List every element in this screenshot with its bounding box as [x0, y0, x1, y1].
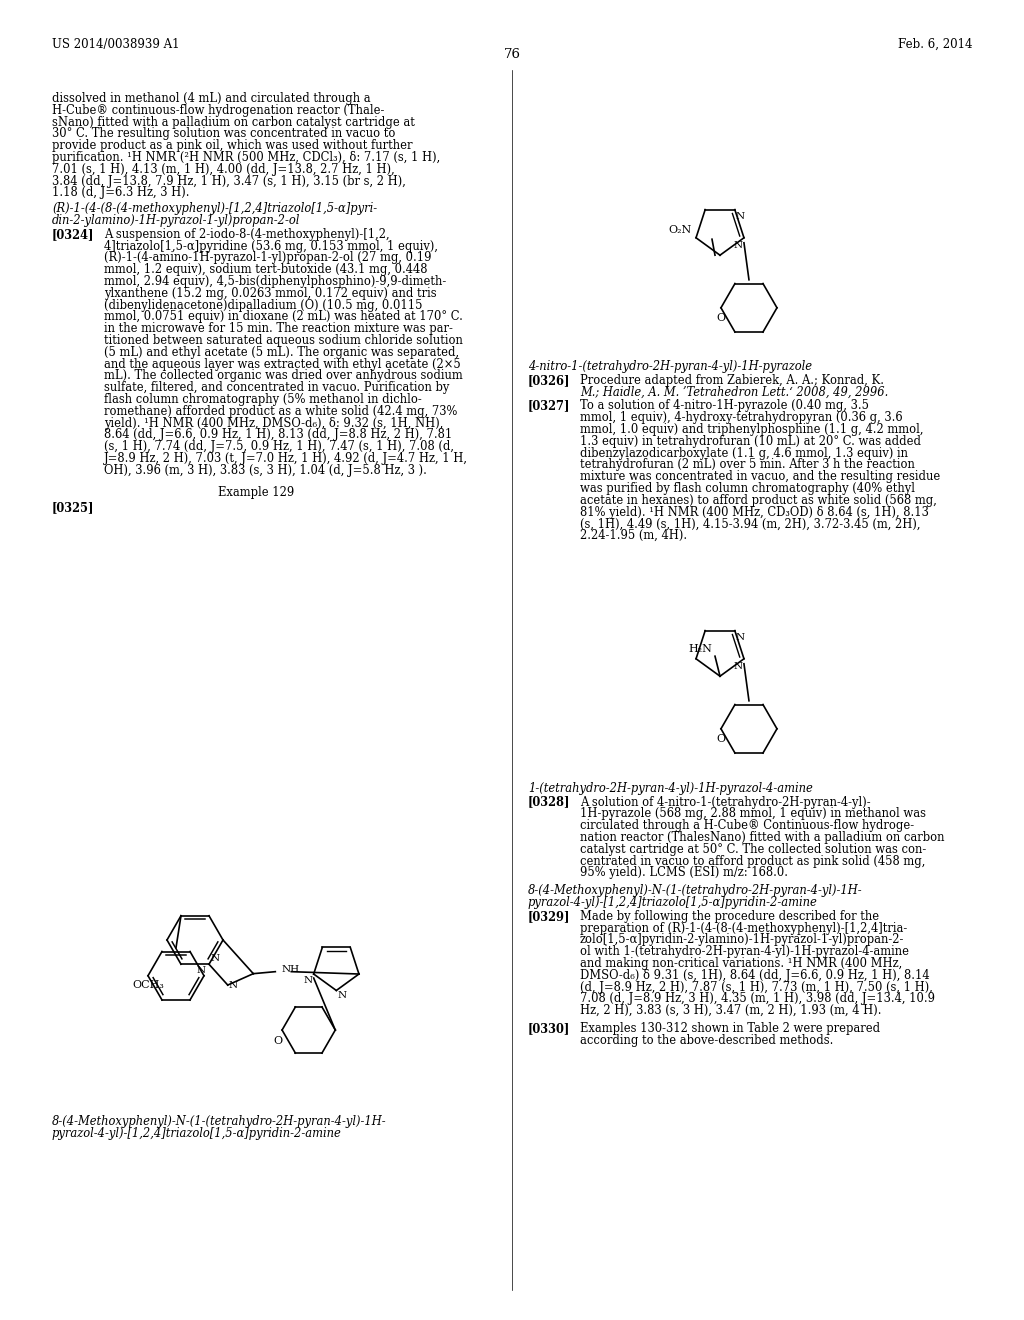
Text: 81% yield). ¹H NMR (400 MHz, CD₃OD) δ 8.64 (s, 1H), 8.13: 81% yield). ¹H NMR (400 MHz, CD₃OD) δ 8.…	[580, 506, 929, 519]
Text: Hz, 2 H), 3.83 (s, 3 H), 3.47 (m, 2 H), 1.93 (m, 4 H).: Hz, 2 H), 3.83 (s, 3 H), 3.47 (m, 2 H), …	[580, 1005, 882, 1018]
Text: (R)-1-(4-amino-1H-pyrazol-1-yl)propan-2-ol (27 mg, 0.19: (R)-1-(4-amino-1H-pyrazol-1-yl)propan-2-…	[104, 251, 431, 264]
Text: [0328]: [0328]	[528, 796, 570, 809]
Text: OH), 3.96 (m, 3 H), 3.83 (s, 3 H), 1.04 (d, J=5.8 Hz, 3 ).: OH), 3.96 (m, 3 H), 3.83 (s, 3 H), 1.04 …	[104, 463, 427, 477]
Text: [0329]: [0329]	[528, 909, 570, 923]
Text: dissolved in methanol (4 mL) and circulated through a: dissolved in methanol (4 mL) and circula…	[52, 92, 371, 106]
Text: romethane) afforded product as a white solid (42.4 mg, 73%: romethane) afforded product as a white s…	[104, 405, 458, 418]
Text: H-Cube® continuous-flow hydrogenation reactor (Thale-: H-Cube® continuous-flow hydrogenation re…	[52, 104, 384, 116]
Text: J=8.9 Hz, 2 H), 7.03 (t, J=7.0 Hz, 1 H), 4.92 (d, J=4.7 Hz, 1 H,: J=8.9 Hz, 2 H), 7.03 (t, J=7.0 Hz, 1 H),…	[104, 451, 468, 465]
Text: 1.18 (d, J=6.3 Hz, 3 H).: 1.18 (d, J=6.3 Hz, 3 H).	[52, 186, 189, 199]
Text: M.; Haidle, A. M. ’Tetrahedron Lett.‘ 2008, 49, 2996.: M.; Haidle, A. M. ’Tetrahedron Lett.‘ 20…	[580, 385, 888, 399]
Text: centrated in vacuo to afford product as pink solid (458 mg,: centrated in vacuo to afford product as …	[580, 854, 926, 867]
Text: H₂N: H₂N	[688, 644, 712, 655]
Text: Examples 130-312 shown in Table 2 were prepared: Examples 130-312 shown in Table 2 were p…	[580, 1022, 880, 1035]
Text: N: N	[734, 661, 743, 671]
Text: ol with 1-(tetrahydro-2H-pyran-4-yl)-1H-pyrazol-4-amine: ol with 1-(tetrahydro-2H-pyran-4-yl)-1H-…	[580, 945, 909, 958]
Text: yield). ¹H NMR (400 MHz, DMSO-d₆), δ: 9.32 (s, 1H, NH),: yield). ¹H NMR (400 MHz, DMSO-d₆), δ: 9.…	[104, 417, 443, 429]
Text: 4-nitro-1-(tetrahydro-2H-pyran-4-yl)-1H-pyrazole: 4-nitro-1-(tetrahydro-2H-pyran-4-yl)-1H-…	[528, 360, 812, 374]
Text: acetate in hexanes) to afford product as white solid (568 mg,: acetate in hexanes) to afford product as…	[580, 494, 937, 507]
Text: mixture was concentrated in vacuo, and the resulting residue: mixture was concentrated in vacuo, and t…	[580, 470, 940, 483]
Text: DMSO-d₆) δ 9.31 (s, 1H), 8.64 (dd, J=6.6, 0.9 Hz, 1 H), 8.14: DMSO-d₆) δ 9.31 (s, 1H), 8.64 (dd, J=6.6…	[580, 969, 930, 982]
Text: 1.3 equiv) in tetrahydrofuran (10 mL) at 20° C. was added: 1.3 equiv) in tetrahydrofuran (10 mL) at…	[580, 434, 921, 447]
Text: O: O	[273, 1036, 283, 1045]
Text: To a solution of 4-nitro-1H-pyrazole (0.40 mg, 3.5: To a solution of 4-nitro-1H-pyrazole (0.…	[580, 400, 869, 412]
Text: circulated through a H-Cube® Continuous-flow hydroge-: circulated through a H-Cube® Continuous-…	[580, 820, 914, 832]
Text: N: N	[211, 954, 220, 964]
Text: O: O	[717, 734, 726, 743]
Text: 2.24-1.95 (m, 4H).: 2.24-1.95 (m, 4H).	[580, 529, 687, 543]
Text: 30° C. The resulting solution was concentrated in vacuo to: 30° C. The resulting solution was concen…	[52, 128, 395, 140]
Text: catalyst cartridge at 50° C. The collected solution was con-: catalyst cartridge at 50° C. The collect…	[580, 842, 927, 855]
Text: sulfate, filtered, and concentrated in vacuo. Purification by: sulfate, filtered, and concentrated in v…	[104, 381, 450, 395]
Text: provide product as a pink oil, which was used without further: provide product as a pink oil, which was…	[52, 139, 413, 152]
Text: preparation of (R)-1-(4-(8-(4-methoxyphenyl)-[1,2,4]tria-: preparation of (R)-1-(4-(8-(4-methoxyphe…	[580, 921, 907, 935]
Text: in the microwave for 15 min. The reaction mixture was par-: in the microwave for 15 min. The reactio…	[104, 322, 453, 335]
Text: N: N	[303, 975, 312, 985]
Text: purification. ¹H NMR (²H NMR (500 MHz, CDCl₃), δ: 7.17 (s, 1 H),: purification. ¹H NMR (²H NMR (500 MHz, C…	[52, 150, 440, 164]
Text: (5 mL) and ethyl acetate (5 mL). The organic was separated,: (5 mL) and ethyl acetate (5 mL). The org…	[104, 346, 459, 359]
Text: (R)-1-(4-(8-(4-methoxyphenyl)-[1,2,4]triazolo[1,5-α]pyri-: (R)-1-(4-(8-(4-methoxyphenyl)-[1,2,4]tri…	[52, 202, 377, 215]
Text: Made by following the procedure described for the: Made by following the procedure describe…	[580, 909, 880, 923]
Text: Example 129: Example 129	[218, 486, 294, 499]
Text: (d, J=8.9 Hz, 2 H), 7.87 (s, 1 H), 7.73 (m, 1 H), 7.50 (s, 1 H),: (d, J=8.9 Hz, 2 H), 7.87 (s, 1 H), 7.73 …	[580, 981, 933, 994]
Text: din-2-ylamino)-1H-pyrazol-1-yl)propan-2-ol: din-2-ylamino)-1H-pyrazol-1-yl)propan-2-…	[52, 214, 300, 227]
Text: A suspension of 2-iodo-8-(4-methoxyphenyl)-[1,2,: A suspension of 2-iodo-8-(4-methoxypheny…	[104, 228, 389, 240]
Text: US 2014/0038939 A1: US 2014/0038939 A1	[52, 38, 179, 51]
Text: according to the above-described methods.: according to the above-described methods…	[580, 1034, 834, 1047]
Text: pyrazol-4-yl)-[1,2,4]triazolo[1,5-α]pyridin-2-amine: pyrazol-4-yl)-[1,2,4]triazolo[1,5-α]pyri…	[528, 896, 818, 909]
Text: flash column chromatography (5% methanol in dichlo-: flash column chromatography (5% methanol…	[104, 393, 422, 407]
Text: OCH₃: OCH₃	[132, 979, 164, 990]
Text: 1-(tetrahydro-2H-pyran-4-yl)-1H-pyrazol-4-amine: 1-(tetrahydro-2H-pyran-4-yl)-1H-pyrazol-…	[528, 781, 813, 795]
Text: Feb. 6, 2014: Feb. 6, 2014	[897, 38, 972, 51]
Text: (dibenylidenacetone)dipalladium (O) (10.5 mg, 0.0115: (dibenylidenacetone)dipalladium (O) (10.…	[104, 298, 423, 312]
Text: 4]triazolo[1,5-α]pyridine (53.6 mg, 0.153 mmol, 1 equiv),: 4]triazolo[1,5-α]pyridine (53.6 mg, 0.15…	[104, 240, 438, 252]
Text: N: N	[337, 991, 346, 1001]
Text: 7.01 (s, 1 H), 4.13 (m, 1 H), 4.00 (dd, J=13.8, 2.7 Hz, 1 H),: 7.01 (s, 1 H), 4.13 (m, 1 H), 4.00 (dd, …	[52, 162, 394, 176]
Text: tetrahydrofuran (2 mL) over 5 min. After 3 h the reaction: tetrahydrofuran (2 mL) over 5 min. After…	[580, 458, 914, 471]
Text: was purified by flash column chromatography (40% ethyl: was purified by flash column chromatogra…	[580, 482, 915, 495]
Text: and the aqueous layer was extracted with ethyl acetate (2×5: and the aqueous layer was extracted with…	[104, 358, 461, 371]
Text: 8.64 (dd, J=6.6, 0.9 Hz, 1 H), 8.13 (dd, J=8.8 Hz, 2 H), 7.81: 8.64 (dd, J=6.6, 0.9 Hz, 1 H), 8.13 (dd,…	[104, 429, 453, 441]
Text: O: O	[717, 313, 726, 323]
Text: NH: NH	[282, 965, 299, 974]
Text: N: N	[736, 211, 744, 220]
Text: N: N	[228, 981, 238, 990]
Text: N: N	[197, 966, 206, 975]
Text: [0324]: [0324]	[52, 228, 94, 240]
Text: [0326]: [0326]	[528, 374, 570, 387]
Text: nation reactor (ThalesNano) fitted with a palladium on carbon: nation reactor (ThalesNano) fitted with …	[580, 832, 944, 843]
Text: N: N	[736, 632, 744, 642]
Text: 95% yield). LCMS (ESI) m/z: 168.0.: 95% yield). LCMS (ESI) m/z: 168.0.	[580, 866, 788, 879]
Text: (s, 1 H), 7.74 (dd, J=7.5, 0.9 Hz, 1 H), 7.47 (s, 1 H), 7.08 (d,: (s, 1 H), 7.74 (dd, J=7.5, 0.9 Hz, 1 H),…	[104, 440, 454, 453]
Text: titioned between saturated aqueous sodium chloride solution: titioned between saturated aqueous sodiu…	[104, 334, 463, 347]
Text: 8-(4-Methoxyphenyl)-N-(1-(tetrahydro-2H-pyran-4-yl)-1H-: 8-(4-Methoxyphenyl)-N-(1-(tetrahydro-2H-…	[528, 884, 862, 898]
Text: pyrazol-4-yl)-[1,2,4]triazolo[1,5-α]pyridin-2-amine: pyrazol-4-yl)-[1,2,4]triazolo[1,5-α]pyri…	[52, 1127, 342, 1139]
Text: N: N	[734, 240, 743, 249]
Text: 7.08 (d, J=8.9 Hz, 3 H), 4.35 (m, 1 H), 3.98 (dd, J=13.4, 10.9: 7.08 (d, J=8.9 Hz, 3 H), 4.35 (m, 1 H), …	[580, 993, 935, 1006]
Text: A solution of 4-nitro-1-(tetrahydro-2H-pyran-4-yl)-: A solution of 4-nitro-1-(tetrahydro-2H-p…	[580, 796, 870, 809]
Text: 76: 76	[504, 48, 520, 61]
Text: 3.84 (dd, J=13.8, 7.9 Hz, 1 H), 3.47 (s, 1 H), 3.15 (br s, 2 H),: 3.84 (dd, J=13.8, 7.9 Hz, 1 H), 3.47 (s,…	[52, 174, 406, 187]
Text: O₂N: O₂N	[669, 226, 692, 235]
Text: mmol, 2.94 equiv), 4,5-bis(diphenylphosphino)-9,9-dimeth-: mmol, 2.94 equiv), 4,5-bis(diphenylphosp…	[104, 275, 446, 288]
Text: mmol, 1.2 equiv), sodium tert-butoxide (43.1 mg, 0.448: mmol, 1.2 equiv), sodium tert-butoxide (…	[104, 263, 427, 276]
Text: [0325]: [0325]	[52, 502, 94, 515]
Text: 1H-pyrazole (568 mg, 2.88 mmol, 1 equiv) in methanol was: 1H-pyrazole (568 mg, 2.88 mmol, 1 equiv)…	[580, 808, 926, 821]
Text: Procedure adapted from Zabierek, A. A.; Konrad, K.: Procedure adapted from Zabierek, A. A.; …	[580, 374, 884, 387]
Text: mmol, 1.0 equiv) and triphenylphosphine (1.1 g, 4.2 mmol,: mmol, 1.0 equiv) and triphenylphosphine …	[580, 422, 924, 436]
Text: dibenzylazodicarboxylate (1.1 g, 4.6 mmol, 1.3 equiv) in: dibenzylazodicarboxylate (1.1 g, 4.6 mmo…	[580, 446, 908, 459]
Text: and making non-critical variations. ¹H NMR (400 MHz,: and making non-critical variations. ¹H N…	[580, 957, 902, 970]
Text: [0330]: [0330]	[528, 1022, 570, 1035]
Text: zolo[1,5-α]pyridin-2-ylamino)-1H-pyrazol-1-yl)propan-2-: zolo[1,5-α]pyridin-2-ylamino)-1H-pyrazol…	[580, 933, 904, 946]
Text: mmol, 1 equiv), 4-hydroxy-tetrahydropyran (0.36 g, 3.6: mmol, 1 equiv), 4-hydroxy-tetrahydropyra…	[580, 412, 902, 424]
Text: (s, 1H), 4.49 (s, 1H), 4.15-3.94 (m, 2H), 3.72-3.45 (m, 2H),: (s, 1H), 4.49 (s, 1H), 4.15-3.94 (m, 2H)…	[580, 517, 921, 531]
Text: sNano) fitted with a palladium on carbon catalyst cartridge at: sNano) fitted with a palladium on carbon…	[52, 116, 415, 128]
Text: [0327]: [0327]	[528, 400, 570, 412]
Text: mL). The collected organic was dried over anhydrous sodium: mL). The collected organic was dried ove…	[104, 370, 463, 383]
Text: ylxanthene (15.2 mg, 0.0263 mmol, 0.172 equiv) and tris: ylxanthene (15.2 mg, 0.0263 mmol, 0.172 …	[104, 286, 436, 300]
Text: 8-(4-Methoxyphenyl)-N-(1-(tetrahydro-2H-pyran-4-yl)-1H-: 8-(4-Methoxyphenyl)-N-(1-(tetrahydro-2H-…	[52, 1115, 387, 1129]
Text: mmol, 0.0751 equiv) in dioxane (2 mL) was heated at 170° C.: mmol, 0.0751 equiv) in dioxane (2 mL) wa…	[104, 310, 463, 323]
